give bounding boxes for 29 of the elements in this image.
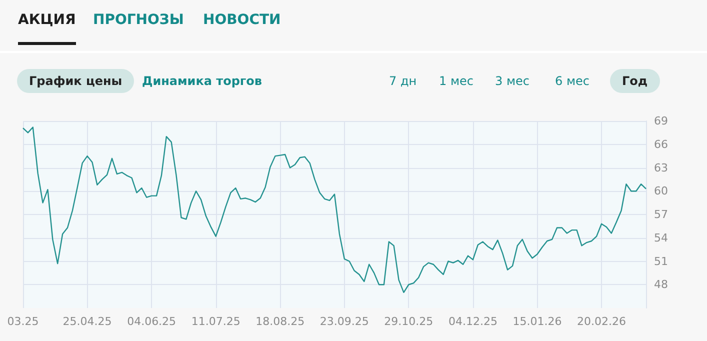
x-tick-label: 15.01.26 xyxy=(512,315,562,328)
x-tick-label: 23.09.25 xyxy=(320,315,369,328)
text: 7 дн xyxy=(389,74,417,88)
x-tick-label: 04.06.25 xyxy=(127,315,176,328)
x-tick-label: 11.07.25 xyxy=(191,315,240,328)
text: 1 мес xyxy=(439,74,474,88)
x-tick-label: 29.10.25 xyxy=(384,315,434,328)
text: Динамика торгов xyxy=(142,74,262,88)
text: Год xyxy=(610,69,660,93)
y-tick-label: 54 xyxy=(654,231,668,244)
y-tick-label: 51 xyxy=(654,254,668,268)
text: АКЦИЯ xyxy=(18,12,76,45)
y-tick-label: 66 xyxy=(654,138,668,151)
x-tick-label: 03.25 xyxy=(7,315,39,328)
y-tick-label: 48 xyxy=(654,278,668,292)
y-tick-label: 69 xyxy=(654,114,668,128)
line-series xyxy=(22,126,647,294)
y-tick-label: 63 xyxy=(654,161,668,174)
text: 3 мес xyxy=(495,74,530,88)
text: График цены xyxy=(17,69,134,93)
y-tick-label: 60 xyxy=(654,184,668,198)
text: НОВОСТИ xyxy=(203,12,281,28)
x-tick-label: 20.02.26 xyxy=(577,315,626,328)
x-tick-label: 25.04.25 xyxy=(62,315,112,328)
text: 6 мес xyxy=(555,74,590,88)
text: ПРОГНОЗЫ xyxy=(93,12,184,28)
x-tick-label: 18.08.25 xyxy=(256,315,305,328)
y-tick-label: 57 xyxy=(654,208,668,221)
x-tick-label: 04.12.25 xyxy=(448,315,498,328)
